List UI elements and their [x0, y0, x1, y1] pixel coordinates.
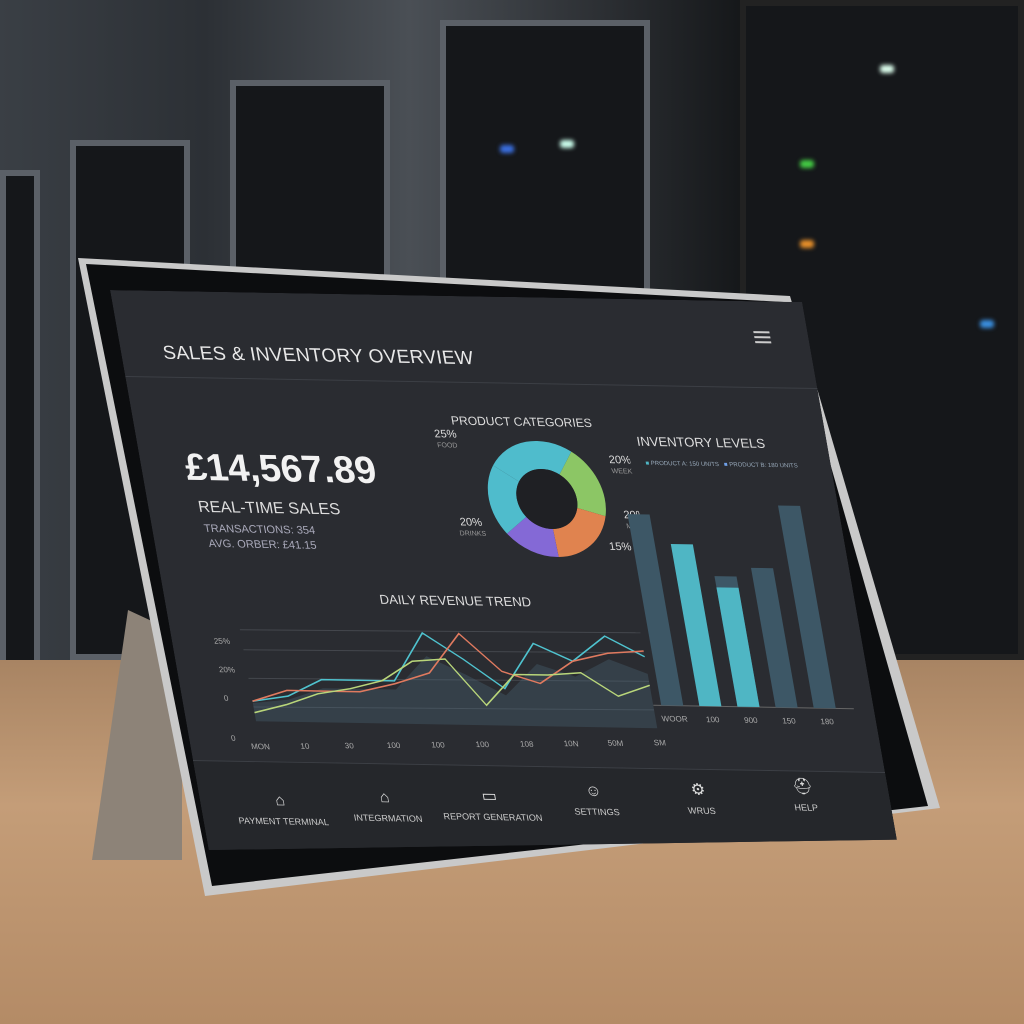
x-tick-label: 10N — [563, 739, 579, 748]
slice-label: DRINKS — [459, 530, 487, 537]
slice-percent: 20% — [459, 516, 483, 528]
legend-item: PRODUCT B: 180 UNITS — [728, 462, 799, 470]
x-tick-label: 108 — [519, 740, 534, 749]
gridline — [253, 703, 655, 714]
x-tick-label: 30 — [344, 741, 355, 750]
revenue-title: DAILY REVENUE TREND — [378, 591, 533, 610]
donut-hole — [511, 468, 582, 529]
x-tick-label: 100 — [705, 715, 720, 724]
inventory-bar — [778, 505, 836, 708]
x-tick-label: MON — [250, 742, 270, 751]
x-tick-label: 100 — [386, 741, 401, 750]
x-tick-label: 900 — [743, 716, 758, 725]
nav-label: SETTINGS — [573, 806, 621, 818]
nav-label: HELP — [793, 802, 819, 813]
slice-label: FOOD — [437, 442, 458, 449]
y-tick-label: 20% — [218, 665, 236, 674]
header-divider — [125, 376, 817, 389]
y-tick-label: 0 — [223, 694, 230, 703]
inventory-legend: ■ PRODUCT A: 150 UNITS ■ PRODUCT B: 180 … — [645, 461, 798, 470]
nav-label: INTEGRMATION — [352, 812, 424, 824]
inventory-title: INVENTORY LEVELS — [635, 433, 767, 451]
server-led — [800, 160, 814, 168]
slice-label: WEEK — [611, 468, 633, 475]
gridline — [239, 626, 641, 637]
x-tick-label: 100 — [475, 740, 490, 749]
nav-label: REPORT GENERATION — [442, 811, 544, 823]
server-led — [500, 145, 514, 153]
y-tick-label: 25% — [213, 637, 231, 646]
revenue-line — [240, 630, 654, 708]
average-order: AVG. ORBER: £41.15 — [207, 537, 318, 552]
server-led — [880, 65, 894, 73]
donut-slice — [504, 516, 559, 557]
inventory-bar — [671, 544, 722, 706]
x-tick-label: 150 — [782, 716, 797, 725]
nav-label: PAYMENT TERMINAL — [237, 815, 330, 828]
inventory-bar-chart: WOOR 100 900 150 180 — [612, 473, 868, 737]
revenue-line — [244, 656, 655, 720]
hamburger-icon[interactable] — [753, 331, 771, 343]
inventory-bar — [628, 514, 684, 706]
inventory-bar — [751, 568, 798, 708]
legend-swatch-b: ■ — [723, 462, 729, 469]
donut-slice — [489, 440, 577, 482]
y-tick-label: 0 — [230, 734, 237, 743]
donut-slice — [555, 451, 608, 516]
gridline — [243, 646, 645, 657]
x-tick-label: 50M — [607, 739, 624, 748]
server-rack — [0, 170, 40, 670]
slice-percent: 25% — [433, 428, 457, 440]
legend-item: PRODUCT A: 150 UNITS — [650, 460, 720, 469]
sales-amount: £14,567.89 — [181, 446, 380, 493]
donut-slice — [483, 465, 529, 534]
inventory-bar — [716, 587, 759, 707]
sales-label: REAL-TIME SALES — [196, 498, 342, 519]
dashboard-screen: SALES & INVENTORY OVERVIEW £14,567.89 RE… — [110, 290, 901, 862]
gridline — [248, 674, 650, 685]
page-title: SALES & INVENTORY OVERVIEW — [161, 342, 476, 370]
help-icon: ⛑ — [790, 778, 815, 796]
server-led — [980, 320, 994, 328]
legend-swatch-a: ■ — [645, 460, 650, 467]
x-tick-label: SM — [653, 738, 667, 747]
x-tick-label: 180 — [820, 717, 835, 726]
transactions-count: TRANSACTIONS: 354 — [203, 522, 317, 537]
server-led — [800, 240, 814, 248]
slice-percent: 20% — [608, 454, 632, 466]
x-tick-label: 10 — [300, 742, 311, 751]
x-tick-label: WOOR — [661, 714, 689, 723]
nav-label: WRUS — [687, 805, 717, 816]
x-tick-label: 100 — [431, 740, 446, 749]
revenue-line — [240, 630, 654, 708]
nav-item[interactable]: ⛑ HELP — [741, 776, 868, 814]
donut-slice — [549, 507, 613, 557]
slice-percent: 15% — [608, 541, 632, 553]
revenue-line-chart: 0 0 20% 25% MON 10 30 100 100 100 108 10N 50M SM — [207, 611, 674, 764]
